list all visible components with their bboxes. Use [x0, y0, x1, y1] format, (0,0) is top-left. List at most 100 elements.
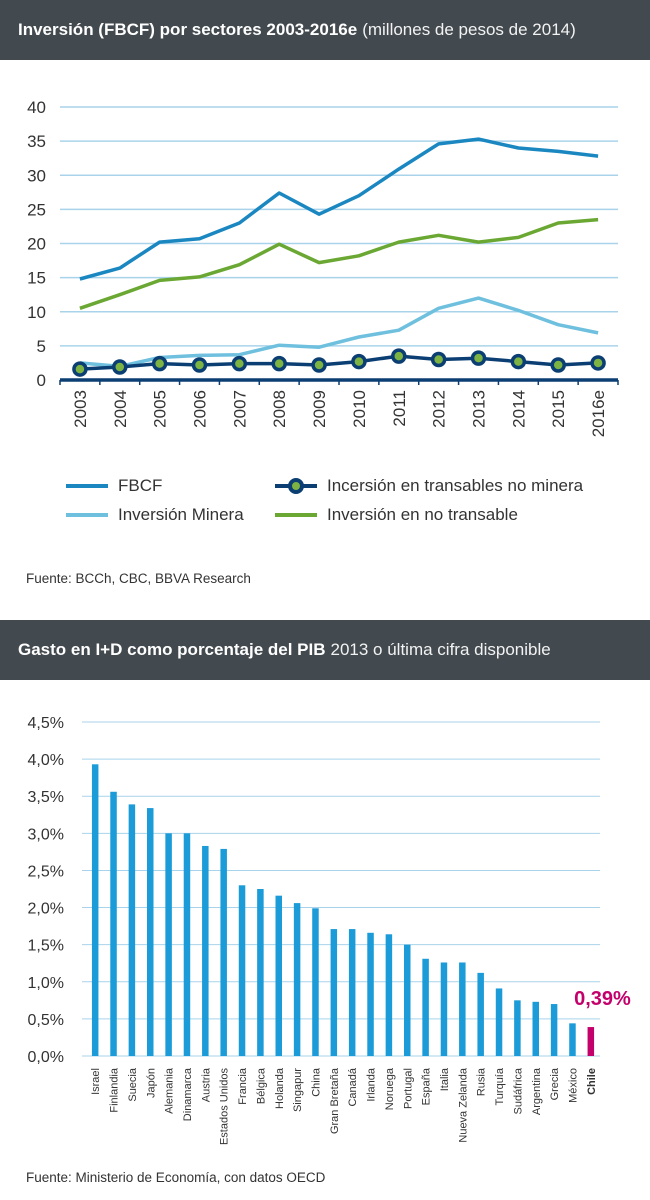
- bar-highlight: [587, 1027, 595, 1056]
- y-tick-label: 0,5%: [28, 1012, 64, 1029]
- bar: [183, 833, 191, 1056]
- x-tick-label: 2013: [470, 390, 489, 428]
- legend-notransable-swatch: [275, 513, 317, 517]
- bar: [202, 845, 209, 1056]
- series-transables-point: [550, 357, 566, 373]
- bar: [477, 972, 484, 1056]
- series-transables-point: [231, 355, 248, 372]
- chart1-subtitle: (millones de pesos de 2014): [362, 20, 576, 39]
- bar: [459, 962, 466, 1056]
- series-transables-point: [112, 359, 128, 375]
- x-tick-label: Dinamarca: [182, 1067, 194, 1121]
- series-transables-point: [72, 361, 88, 377]
- series-transables-point: [391, 348, 407, 364]
- y-tick-label: 3,5%: [28, 789, 64, 806]
- y-tick-label: 1,0%: [28, 975, 64, 992]
- x-tick-label: 2011: [390, 390, 409, 427]
- y-tick-label: 15: [27, 269, 46, 288]
- x-tick-label: Turquía: [494, 1067, 506, 1105]
- x-tick-label: Gran Bretaña: [329, 1067, 341, 1134]
- bar: [275, 895, 282, 1056]
- x-tick-label: Noruega: [384, 1067, 396, 1110]
- series-transables-point: [311, 357, 327, 373]
- y-tick-label: 35: [27, 132, 46, 151]
- x-tick-label: Sudáfrica: [512, 1067, 524, 1114]
- bar: [514, 1000, 521, 1056]
- y-tick-label: 30: [27, 166, 46, 185]
- legend-fbcf: FBCF: [66, 476, 162, 496]
- chart2-subtitle: 2013 o última cifra disponible: [330, 640, 551, 659]
- y-tick-label: 20: [27, 235, 46, 254]
- legend-fbcf-label: FBCF: [118, 476, 163, 495]
- legend-transables-marker: [288, 478, 304, 494]
- x-tick-label: Francia: [237, 1067, 249, 1105]
- x-tick-label: Bélgica: [255, 1067, 267, 1104]
- y-tick-label: 0: [37, 371, 46, 390]
- x-tick-label: Holanda: [274, 1067, 286, 1109]
- x-tick-label: 2016e: [589, 390, 608, 437]
- bar: [165, 833, 172, 1056]
- y-tick-label: 3,0%: [28, 826, 64, 843]
- x-tick-label: Japón: [145, 1068, 157, 1098]
- bar: [532, 1001, 539, 1056]
- x-tick-label: Nueva Zelanda: [457, 1067, 469, 1142]
- bar: [312, 908, 319, 1056]
- x-tick-label: 2014: [509, 390, 528, 428]
- bar: [422, 958, 429, 1056]
- chart2-header: Gasto en I+D como porcentaje del PIB 201…: [0, 620, 650, 680]
- chart1-header: Inversión (FBCF) por sectores 2003-2016e…: [0, 0, 650, 60]
- x-tick-label: 2015: [549, 390, 568, 428]
- legend-notransable: Inversión en no transable: [275, 505, 518, 525]
- x-tick-label: Italia: [439, 1067, 451, 1091]
- y-tick-label: 2,5%: [28, 863, 64, 880]
- bar: [440, 962, 448, 1056]
- bar: [348, 929, 356, 1056]
- bar: [220, 848, 227, 1056]
- series-fbcf-line: [79, 137, 599, 281]
- x-tick-label: 2012: [430, 390, 449, 428]
- bar: [91, 764, 99, 1056]
- series-transables-point: [470, 350, 487, 366]
- y-tick-label: 2,0%: [28, 901, 64, 918]
- line-chart: 0 5 10 15 20 25 30 35 40 2003 2004 2005 2006 2007 2008…: [27, 98, 619, 437]
- y-tick-label: 40: [27, 98, 46, 117]
- x-tick-label: México: [567, 1068, 579, 1103]
- series-transables-point: [590, 355, 606, 371]
- bar: [147, 808, 154, 1056]
- x-tick-label: Irlanda: [366, 1067, 378, 1102]
- legend-transables-label: Incersión en transables no minera: [327, 476, 584, 495]
- x-tick-label: Singapur: [292, 1068, 304, 1112]
- bar: [367, 932, 374, 1056]
- x-tick-label: 2004: [111, 390, 130, 428]
- bar: [257, 889, 264, 1056]
- bar: [293, 903, 301, 1056]
- chart1-source: Fuente: BCCh, CBC, BBVA Research: [26, 571, 251, 586]
- x-tick-label: Argentina: [531, 1067, 543, 1115]
- bar: [238, 885, 246, 1056]
- x-tick-label: Portugal: [402, 1068, 414, 1109]
- bar: [385, 934, 393, 1056]
- chart2-source: Fuente: Ministerio de Economía, con dato…: [26, 1170, 326, 1185]
- x-tick-label: Canadá: [347, 1067, 359, 1106]
- x-tick-label: China: [310, 1067, 322, 1097]
- series-notransable-line: [79, 217, 599, 310]
- bar: [128, 804, 136, 1056]
- series-transables-point: [271, 355, 287, 372]
- x-tick-label: 2007: [230, 390, 249, 428]
- series-transables-point: [430, 351, 447, 368]
- x-tick-label: 2010: [350, 390, 369, 428]
- bar-chart: 0,0% 0,5% 1,0% 1,5% 2,0% 2,5% 3,0% 3,5% 4,0% 4,5%…: [28, 715, 631, 1145]
- y-tick-label: 0,0%: [28, 1049, 64, 1066]
- y-tick-label: 4,5%: [28, 715, 64, 732]
- bar: [404, 944, 411, 1056]
- legend-minera-swatch: [66, 513, 108, 517]
- series-transables-point: [351, 353, 367, 370]
- x-tick-label: Alemania: [164, 1067, 176, 1114]
- x-tick-label: 2006: [191, 390, 210, 428]
- x-tick-label: Israel: [90, 1068, 102, 1095]
- x-tick-label: Rusia: [476, 1067, 488, 1096]
- chart1-legend: FBCF Inversión Minera Incersión en trans…: [0, 476, 650, 526]
- y-tick-label: 5: [37, 337, 46, 356]
- legend-transables-swatch: [275, 478, 317, 494]
- x-tick-label: Austria: [200, 1067, 212, 1102]
